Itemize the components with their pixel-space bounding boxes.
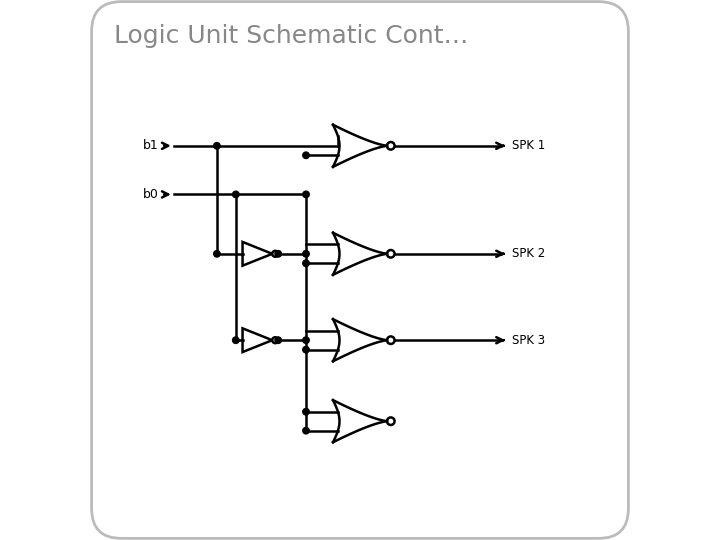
Circle shape (302, 347, 310, 353)
Circle shape (302, 152, 310, 159)
Circle shape (302, 260, 310, 267)
Circle shape (302, 428, 310, 434)
Text: Logic Unit Schematic Cont…: Logic Unit Schematic Cont… (114, 24, 469, 48)
Circle shape (214, 251, 220, 257)
Circle shape (233, 191, 239, 198)
Circle shape (214, 143, 220, 149)
Text: b1: b1 (143, 139, 159, 152)
Circle shape (302, 337, 310, 343)
Text: SPK 1: SPK 1 (513, 139, 546, 152)
Circle shape (233, 337, 239, 343)
Circle shape (302, 191, 310, 198)
Circle shape (302, 251, 310, 257)
Text: SPK 2: SPK 2 (513, 247, 546, 260)
Circle shape (275, 251, 282, 257)
Circle shape (302, 408, 310, 415)
Circle shape (275, 337, 282, 343)
Text: b0: b0 (143, 188, 159, 201)
Text: SPK 3: SPK 3 (513, 334, 546, 347)
